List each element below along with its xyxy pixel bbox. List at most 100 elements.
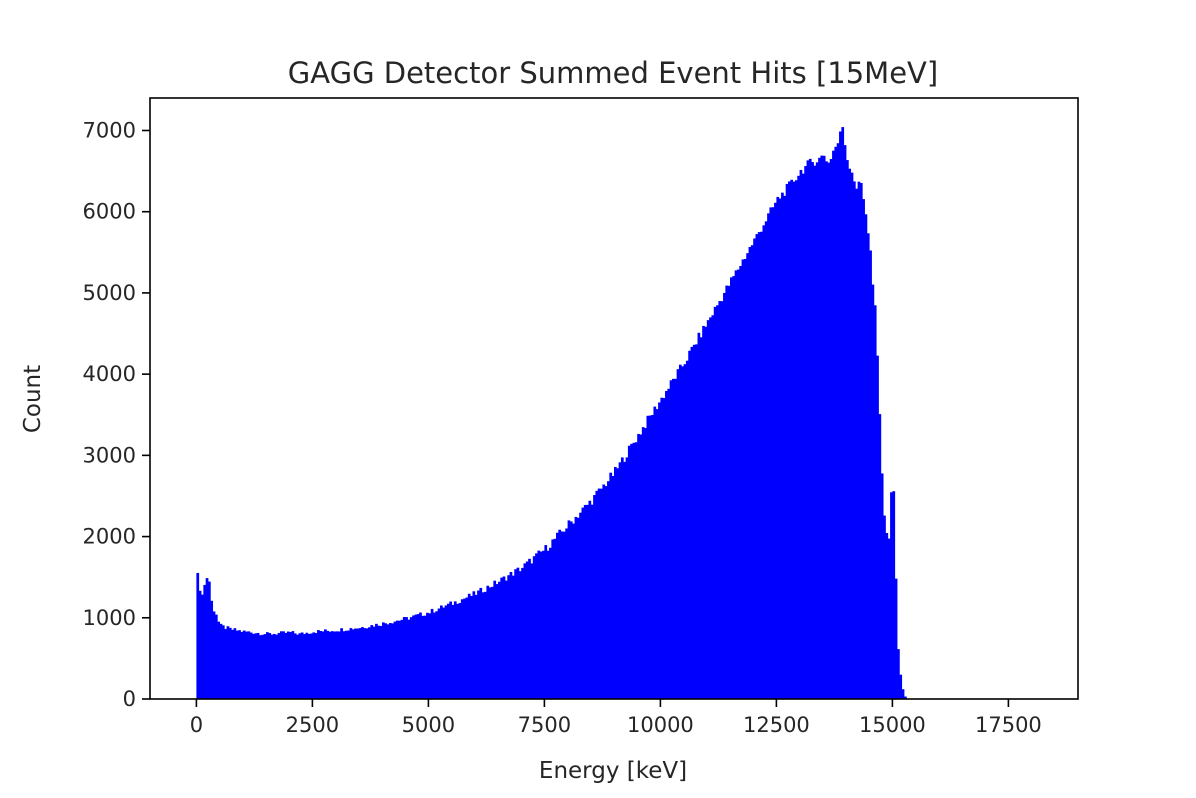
- histogram-bar: [391, 623, 394, 699]
- histogram-bar: [437, 608, 441, 699]
- histogram-bar: [442, 607, 446, 699]
- histogram-bar: [825, 161, 828, 699]
- histogram-bar: [205, 578, 209, 699]
- histogram-bar: [732, 276, 736, 699]
- histogram-bar: [583, 504, 587, 699]
- histogram-bar: [711, 315, 715, 699]
- histogram-bar: [648, 415, 652, 699]
- plot-frame: [149, 97, 1079, 700]
- histogram-bar: [588, 500, 592, 699]
- histogram-bar: [319, 630, 323, 699]
- histogram-bar: [723, 292, 726, 699]
- histogram-bar: [388, 623, 392, 699]
- histogram-bar: [488, 587, 492, 699]
- histogram-bar: [658, 402, 661, 699]
- histogram-bar: [532, 556, 536, 699]
- histogram-bar: [695, 344, 698, 699]
- histogram-bar: [203, 584, 207, 699]
- histogram-bar: [662, 398, 666, 699]
- histogram-bar: [433, 612, 436, 699]
- histogram-bar: [233, 628, 237, 699]
- histogram-bar: [843, 145, 847, 700]
- histogram-bar: [382, 622, 385, 699]
- histogram-bar: [878, 414, 882, 699]
- histogram-bar: [560, 531, 564, 699]
- histogram-bar: [885, 533, 889, 699]
- histogram-bar: [347, 630, 350, 699]
- histogram-bar: [549, 547, 552, 699]
- histogram-bar: [368, 627, 371, 699]
- histogram-bar: [676, 369, 680, 699]
- histogram-bar: [855, 188, 858, 699]
- histogram-bar: [862, 199, 865, 699]
- histogram-bar: [375, 623, 378, 699]
- histogram-bar: [238, 630, 241, 699]
- histogram-bar: [713, 306, 717, 699]
- histogram-bar: [201, 594, 204, 699]
- histogram-bar: [736, 269, 740, 699]
- histogram-bar: [841, 127, 845, 700]
- x-tick-label: 10000: [627, 713, 694, 737]
- y-axis-ticks: 0 1000 2000 3000 4000 5000 6000 7000: [83, 118, 150, 711]
- histogram-bar: [852, 181, 856, 700]
- histogram-bar: [797, 175, 800, 699]
- histogram-bar: [463, 598, 466, 699]
- histogram-bar: [300, 632, 304, 699]
- histogram-bar: [901, 689, 905, 699]
- histogram-bar: [669, 380, 673, 699]
- histogram-bar: [402, 617, 406, 699]
- histogram-bar: [333, 631, 336, 699]
- histogram-bar: [416, 614, 420, 699]
- histogram-bar: [581, 507, 585, 699]
- histogram-bar: [440, 605, 443, 699]
- histogram-bar: [590, 504, 594, 699]
- histogram-bar: [484, 591, 487, 699]
- histogram-bar: [827, 162, 831, 699]
- histogram-bar: [595, 490, 599, 699]
- histogram-bar: [398, 620, 401, 699]
- histogram-bar: [672, 378, 675, 699]
- histogram-bar: [630, 443, 633, 699]
- histogram-bar: [268, 633, 272, 699]
- histogram-bar: [748, 247, 752, 699]
- histogram-bar: [614, 466, 617, 699]
- x-tick-label: 12500: [743, 713, 810, 737]
- histogram-bar: [822, 155, 826, 699]
- histogram-bar: [681, 366, 684, 699]
- histogram-bar: [876, 355, 879, 699]
- histogram-bar: [486, 585, 490, 699]
- histogram-bar: [767, 213, 770, 699]
- histogram-bar: [235, 630, 239, 699]
- histogram-bar: [651, 415, 654, 699]
- histogram-bar: [358, 628, 362, 699]
- histogram-bar: [530, 563, 534, 699]
- histogram-bar: [551, 539, 555, 699]
- histogram-bar: [783, 195, 787, 699]
- histogram-bar: [344, 630, 348, 699]
- histogram-bar: [314, 633, 318, 699]
- histogram-bar: [328, 631, 332, 699]
- histogram-bar: [472, 591, 476, 699]
- histogram-bar: [500, 577, 504, 699]
- histogram-bar: [535, 553, 538, 699]
- x-axis-label: Energy [keV]: [539, 758, 687, 784]
- histogram-bar: [349, 628, 353, 699]
- histogram-bar: [421, 615, 425, 699]
- histogram-bar: [386, 624, 390, 699]
- histogram-bar: [806, 160, 810, 699]
- histogram-bar: [259, 635, 262, 699]
- histogram-bar: [430, 608, 434, 699]
- histogram-bar: [892, 491, 896, 699]
- histogram-bar: [307, 633, 311, 699]
- histogram-bar: [743, 258, 747, 699]
- histogram-bar: [846, 160, 849, 699]
- histogram-bar: [620, 457, 624, 699]
- histogram-bar: [212, 611, 216, 699]
- histogram-bar: [801, 173, 805, 699]
- histogram-bar: [755, 234, 759, 699]
- histogram-bar: [409, 617, 413, 699]
- histogram-bar: [516, 567, 520, 699]
- histogram-bar: [451, 604, 455, 699]
- histogram-bar: [470, 595, 473, 699]
- histogram-bar: [716, 305, 719, 699]
